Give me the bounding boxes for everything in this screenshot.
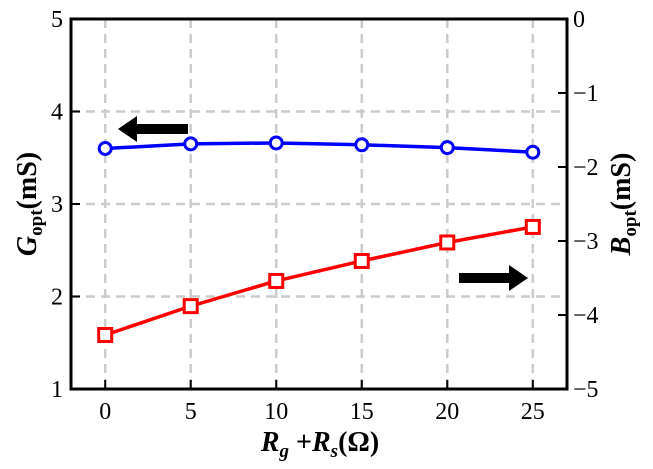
right-y-tick-label: 0 xyxy=(573,7,585,33)
series-layer xyxy=(97,135,541,343)
x-axis-title: Rg +Rs(Ω) xyxy=(260,427,379,462)
right-y-tick-label: −2 xyxy=(573,155,599,181)
data-point-circle xyxy=(268,135,284,151)
data-point-circle xyxy=(354,137,370,153)
left-y-tick-label: 3 xyxy=(51,192,63,218)
x-tick-label: 10 xyxy=(264,399,288,425)
data-point-circle xyxy=(525,144,541,160)
left-y-tick-label: 5 xyxy=(51,7,63,33)
right-y-tick-label: −1 xyxy=(573,81,599,107)
x-tick-label: 0 xyxy=(99,399,111,425)
annotation-arrows xyxy=(118,116,528,291)
left-axis-title: Gopt(mS) xyxy=(12,152,47,256)
left-axis-series xyxy=(97,135,541,160)
data-point-circle xyxy=(183,136,199,152)
data-point-square xyxy=(439,234,456,251)
left-arrow-icon xyxy=(118,116,188,142)
x-tick-label: 20 xyxy=(435,399,459,425)
series-line xyxy=(105,141,533,154)
ticks: 0 5 10 15 20 25 1 2 3 4 5 0 −1 −2 −3 −4 −5 xyxy=(51,7,599,425)
data-point-circle xyxy=(439,140,455,156)
x-tick-label: 15 xyxy=(350,399,374,425)
right-axis-title: Bopt(mS) xyxy=(606,153,641,257)
data-point-square xyxy=(268,272,285,289)
right-y-tick-label: −5 xyxy=(573,377,599,403)
right-arrow-icon xyxy=(459,265,528,291)
right-y-tick-label: −4 xyxy=(573,303,599,329)
left-y-tick-label: 4 xyxy=(51,100,63,126)
left-y-tick-label: 2 xyxy=(51,285,63,311)
data-point-circle xyxy=(97,141,113,156)
x-tick-label: 25 xyxy=(521,399,545,425)
right-y-tick-label: −3 xyxy=(573,229,599,255)
x-tick-label: 5 xyxy=(185,399,197,425)
data-point-square xyxy=(97,326,114,343)
right-axis-series xyxy=(97,218,541,343)
data-point-square xyxy=(353,252,370,269)
data-point-square xyxy=(182,298,199,315)
left-y-tick-label: 1 xyxy=(51,377,63,403)
grid xyxy=(71,19,567,389)
series-line xyxy=(104,225,534,337)
data-point-square xyxy=(524,218,541,235)
